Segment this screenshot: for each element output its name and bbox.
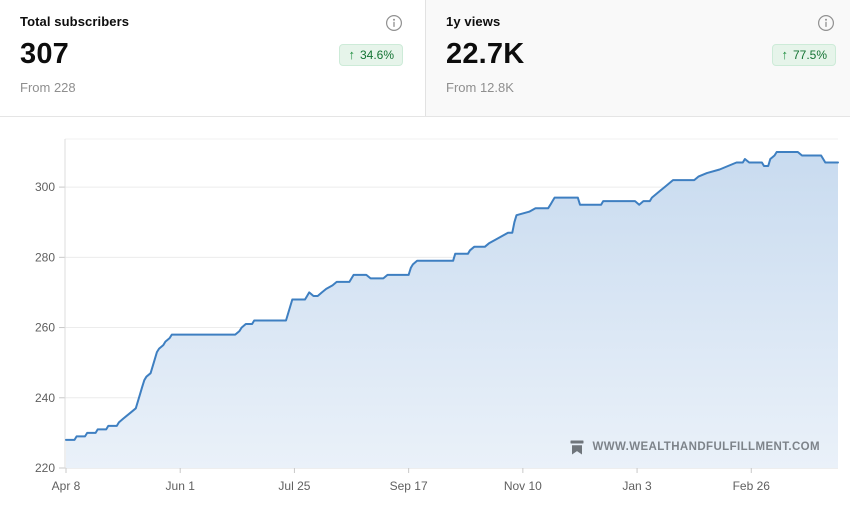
watermark-text: WWW.WEALTHANDFULFILLMENT.COM (592, 441, 820, 453)
svg-text:Apr 8: Apr 8 (52, 479, 81, 493)
subscribers-area-chart: 220 240 260 280 300 Apr 8 Jun 1 Jul 25 Sep 17 Nov… (35, 138, 839, 493)
svg-text:Sep 17: Sep 17 (390, 479, 428, 493)
svg-text:260: 260 (35, 321, 55, 335)
svg-text:240: 240 (35, 391, 55, 405)
info-icon[interactable] (385, 14, 403, 32)
subscribers-count: 307 (20, 38, 69, 70)
series-line (65, 151, 839, 441)
info-icon[interactable] (817, 14, 835, 32)
svg-text:Jun 1: Jun 1 (166, 479, 196, 493)
views-previous-value: From 12.8K (446, 80, 514, 95)
views-change-badge: ↑ 77.5% (772, 44, 836, 66)
views-count: 22.7K (446, 38, 525, 70)
subscribers-change-badge: ↑ 34.6% (339, 44, 403, 66)
arrow-up-icon: ↑ (348, 46, 355, 62)
svg-text:280: 280 (35, 250, 55, 264)
svg-text:220: 220 (35, 461, 55, 475)
card-title: Total subscribers (20, 14, 130, 29)
svg-text:Jan 3: Jan 3 (622, 479, 652, 493)
watermark: WWW.WEALTHANDFULFILLMENT.COM (570, 439, 820, 455)
subscribers-chart-panel: 220 240 260 280 300 Apr 8 Jun 1 Jul 25 Sep 17 Nov… (0, 117, 850, 506)
x-axis: Apr 8 Jun 1 Jul 25 Sep 17 Nov 10 Jan 3 Feb 26 (52, 468, 771, 493)
subscribers-previous-value: From 228 (20, 80, 76, 95)
svg-text:300: 300 (35, 180, 55, 194)
subscribers-change-percent: 34.6% (359, 48, 394, 62)
card-title: 1y views (446, 14, 501, 29)
series-area (66, 152, 838, 468)
views-change-percent: 77.5% (792, 48, 827, 62)
svg-text:Jul 25: Jul 25 (278, 479, 310, 493)
metric-cards-header: Total subscribers 307 ↑ 34.6% From 228 1… (0, 0, 850, 117)
card-total-subscribers[interactable]: Total subscribers 307 ↑ 34.6% From 228 (0, 0, 426, 116)
svg-text:Feb 26: Feb 26 (733, 479, 771, 493)
axis-labels: 220 240 260 280 300 (35, 180, 55, 475)
arrow-up-icon: ↑ (781, 46, 788, 62)
svg-text:Nov 10: Nov 10 (504, 479, 542, 493)
card-1y-views[interactable]: 1y views 22.7K ↑ 77.5% From 12.8K (426, 0, 850, 116)
bookmark-icon (570, 440, 584, 454)
